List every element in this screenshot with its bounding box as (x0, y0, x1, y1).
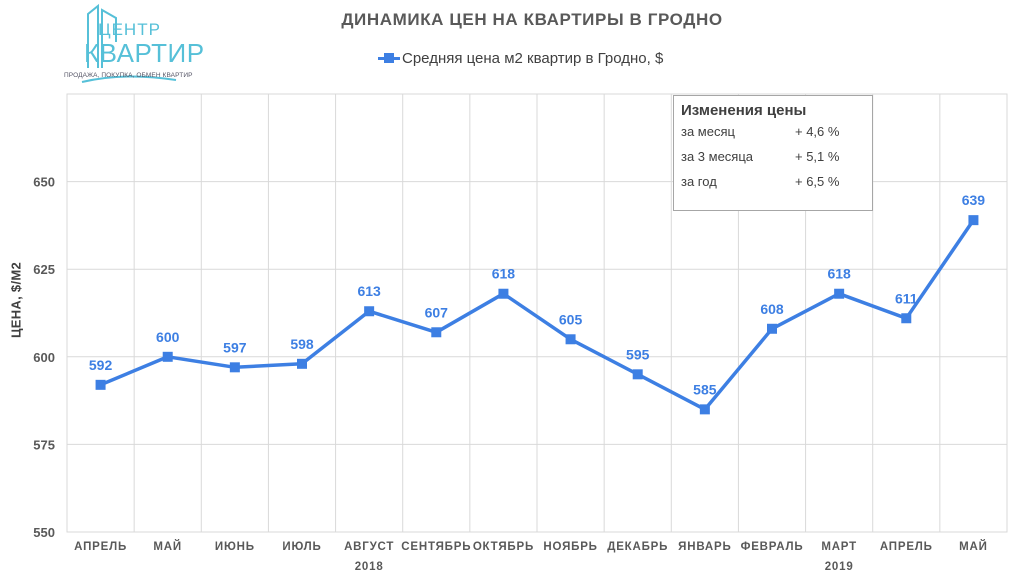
data-label: 613 (357, 283, 381, 299)
x-year-label: 2018 (355, 561, 384, 573)
x-tick-label: ОКТЯБРЬ (473, 541, 534, 553)
data-label: 639 (962, 192, 986, 208)
data-label: 598 (290, 336, 314, 352)
change-value: + 4,6 % (795, 124, 840, 139)
data-point (162, 351, 173, 362)
logo-brand-line2: КВАРТИР (84, 38, 205, 68)
data-label: 592 (89, 357, 113, 373)
x-tick-label: ИЮНЬ (215, 541, 255, 553)
price-change-row-month: за месяц + 4,6 % (681, 124, 872, 149)
legend-line-marker-icon (378, 52, 400, 64)
data-point (767, 323, 777, 334)
data-label: 607 (425, 304, 449, 320)
data-label: 595 (626, 346, 650, 362)
data-point (431, 327, 442, 338)
change-value: + 5,1 % (795, 149, 840, 164)
logo-tagline: ПРОДАЖА, ПОКУПКА, ОБМЕН КВАРТИР (64, 72, 193, 79)
data-point (229, 362, 240, 373)
x-tick-label: МАРТ (821, 541, 857, 553)
x-tick-label: МАЙ (959, 540, 988, 553)
price-change-row-3-months: за 3 месяца + 5,1 % (681, 149, 872, 174)
price-change-box: Изменения цены за месяц + 4,6 % за 3 мес… (673, 95, 873, 211)
chart-title: ДИНАМИКА ЦЕН НА КВАРТИРЫ В ГРОДНО (341, 10, 723, 29)
chart-legend: Средняя цена м2 квартир в Гродно, $ (378, 47, 663, 69)
change-label: за месяц (681, 124, 735, 139)
y-axis-label: ЦЕНА, $/М2 (8, 261, 24, 339)
price-change-title: Изменения цены (681, 102, 807, 119)
building-logo-icon (81, 3, 177, 83)
x-tick-label: НОЯБРЬ (543, 541, 597, 553)
data-point (565, 334, 576, 345)
x-tick-label: ФЕВРАЛЬ (741, 541, 804, 553)
data-point (498, 288, 509, 299)
x-year-label: 2019 (825, 561, 854, 573)
series-line (99, 219, 975, 412)
data-label: 618 (827, 266, 851, 282)
data-point (364, 306, 375, 317)
y-tick-label: 550 (33, 525, 55, 540)
data-label: 597 (223, 339, 247, 355)
data-label: 611 (895, 290, 918, 306)
data-point (632, 369, 643, 380)
change-label: за 3 месяца (681, 149, 754, 164)
x-tick-label: ИЮЛЬ (282, 541, 321, 553)
data-point (834, 288, 845, 299)
y-tick-label: 650 (33, 175, 55, 190)
x-tick-label: МАЙ (153, 540, 182, 553)
x-tick-label: АПРЕЛЬ (880, 541, 933, 553)
x-tick-label: ДЕКАБРЬ (607, 541, 668, 553)
change-label: за год (681, 174, 717, 189)
data-point (297, 358, 307, 369)
data-label: 605 (559, 311, 583, 327)
data-point (95, 379, 106, 390)
data-label: 618 (492, 266, 516, 282)
data-label: 585 (693, 381, 717, 397)
y-tick-label: 575 (33, 437, 55, 452)
price-change-row-year: за год + 6,5 % (681, 174, 872, 199)
company-logo: ЦЕНТР КВАРТИР ПРОДАЖА, ПОКУПКА, ОБМЕН КВ… (62, 2, 204, 86)
logo-brand-line1: ЦЕНТР (98, 20, 161, 39)
x-tick-label: АВГУСТ (344, 541, 394, 553)
x-tick-label: АПРЕЛЬ (74, 541, 127, 553)
change-value: + 6,5 % (795, 174, 840, 189)
legend-series-label: Средняя цена м2 квартир в Гродно, $ (402, 49, 664, 67)
data-point (699, 404, 710, 415)
data-point (968, 215, 979, 226)
data-label: 608 (760, 301, 784, 317)
y-tick-label: 600 (33, 350, 55, 365)
y-tick-label: 625 (33, 262, 55, 277)
data-point (901, 313, 912, 324)
data-label: 600 (156, 329, 180, 345)
x-tick-label: ЯНВАРЬ (678, 541, 731, 553)
x-tick-label: СЕНТЯБРЬ (401, 541, 471, 553)
